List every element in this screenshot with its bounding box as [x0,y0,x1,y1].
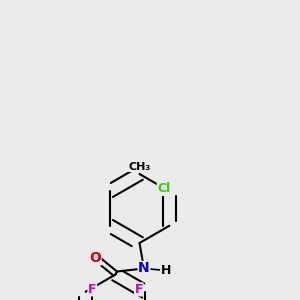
Text: CH₃: CH₃ [128,161,151,172]
Text: N: N [138,262,150,275]
Text: O: O [89,251,101,265]
Text: F: F [88,283,97,296]
Text: Cl: Cl [158,182,171,195]
Text: F: F [134,283,143,296]
Text: H: H [161,263,171,277]
